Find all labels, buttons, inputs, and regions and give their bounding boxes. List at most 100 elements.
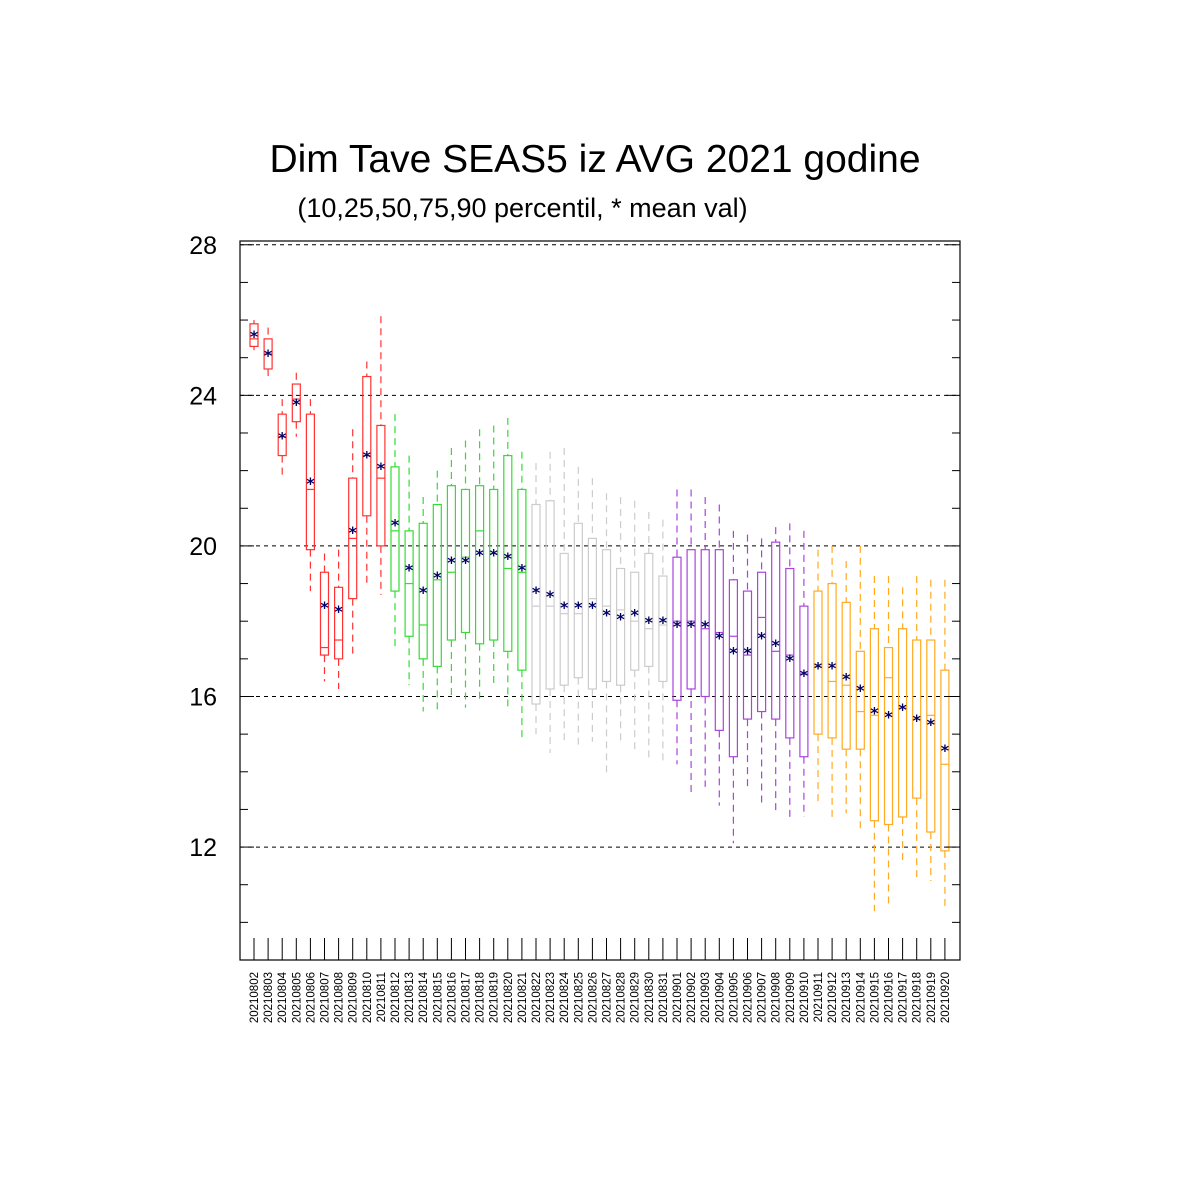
x-tick-label-20210824: 20210824 bbox=[559, 971, 571, 1023]
x-tick-label-20210811: 20210811 bbox=[376, 972, 388, 1022]
mean-marker-20210815: * bbox=[433, 568, 442, 587]
box-20210915 bbox=[869, 576, 880, 912]
mean-marker-20210823: * bbox=[546, 587, 555, 606]
box-20210824 bbox=[559, 448, 569, 746]
box-iqr bbox=[926, 639, 936, 833]
x-tick-label-20210918: 20210918 bbox=[912, 972, 924, 1023]
box-iqr bbox=[587, 537, 598, 690]
box-iqr bbox=[813, 590, 823, 735]
box-plot-series bbox=[249, 316, 950, 912]
plot-frame bbox=[239, 240, 961, 961]
mean-marker-20210806: * bbox=[306, 474, 315, 493]
x-tick-label-20210813: 20210813 bbox=[404, 972, 416, 1023]
box-20210811 bbox=[376, 316, 386, 595]
box-iqr bbox=[869, 628, 880, 822]
box-iqr bbox=[545, 500, 555, 690]
x-tick-label-20210919: 20210919 bbox=[926, 972, 938, 1023]
x-tick-label-20210829: 20210829 bbox=[630, 972, 642, 1023]
box-20210907 bbox=[756, 538, 767, 806]
x-tick-label-20210808: 20210808 bbox=[334, 972, 346, 1023]
box-20210809 bbox=[348, 429, 358, 656]
x-tick-label-20210914: 20210914 bbox=[855, 971, 867, 1023]
x-tick-label-20210809: 20210809 bbox=[348, 972, 360, 1023]
x-tick-label-20210806: 20210806 bbox=[305, 972, 317, 1023]
box-iqr bbox=[756, 571, 767, 713]
x-tick-label-20210822: 20210822 bbox=[531, 972, 543, 1023]
box-iqr bbox=[714, 549, 724, 731]
box-iqr bbox=[799, 605, 809, 758]
x-tick-label-20210905: 20210905 bbox=[728, 972, 740, 1023]
box-20210808 bbox=[334, 549, 344, 689]
box-20210821 bbox=[517, 451, 527, 738]
box-20210902 bbox=[686, 489, 696, 795]
box-iqr bbox=[771, 541, 781, 720]
box-20210908 bbox=[771, 527, 781, 814]
mean-marker-20210919: * bbox=[927, 715, 936, 734]
mean-marker-20210805: * bbox=[292, 395, 301, 414]
mean-marker-20210918: * bbox=[913, 711, 922, 730]
mean-marker-20210810: * bbox=[363, 448, 372, 467]
box-20210910 bbox=[799, 530, 809, 817]
x-tick-label-20210909: 20210909 bbox=[785, 972, 797, 1023]
x-tick-label-20210823: 20210823 bbox=[545, 972, 557, 1023]
box-iqr bbox=[531, 503, 541, 705]
box-20210820 bbox=[503, 417, 513, 712]
box-20210804 bbox=[277, 399, 287, 479]
x-tick-label-20210907: 20210907 bbox=[757, 972, 769, 1023]
mean-marker-20210907: * bbox=[757, 628, 766, 647]
mean-marker-20210824: * bbox=[560, 598, 569, 617]
mean-marker-20210901: * bbox=[673, 617, 682, 636]
x-tick-label-20210911: 20210911 bbox=[813, 972, 825, 1022]
box-20210814 bbox=[418, 496, 428, 712]
box-20210813 bbox=[404, 455, 414, 686]
box-iqr bbox=[883, 646, 894, 826]
mean-marker-20210807: * bbox=[320, 598, 329, 617]
box-iqr bbox=[249, 323, 259, 348]
box-20210803 bbox=[263, 327, 273, 377]
box-iqr bbox=[686, 549, 696, 690]
x-tick-label-20210802: 20210802 bbox=[249, 972, 261, 1023]
x-tick-label-20210912: 20210912 bbox=[827, 972, 839, 1023]
x-tick-label-20210826: 20210826 bbox=[587, 972, 599, 1023]
box-iqr bbox=[601, 549, 612, 683]
x-tick-label-20210825: 20210825 bbox=[573, 972, 585, 1023]
mean-marker-20210825: * bbox=[574, 598, 583, 617]
y-tick-label-20: 20 bbox=[189, 533, 217, 561]
box-iqr bbox=[277, 413, 287, 457]
mean-marker-20210905: * bbox=[729, 643, 738, 662]
mean-marker-20210829: * bbox=[631, 606, 640, 625]
x-tick-label-20210804: 20210804 bbox=[277, 971, 289, 1023]
x-tick-label-20210910: 20210910 bbox=[799, 972, 811, 1023]
box-iqr bbox=[573, 522, 583, 679]
x-tick-label-20210817: 20210817 bbox=[461, 972, 473, 1023]
mean-marker-20210911: * bbox=[814, 658, 823, 677]
box-iqr bbox=[334, 586, 344, 660]
mean-marker-20210811: * bbox=[377, 459, 386, 478]
box-iqr bbox=[319, 571, 330, 656]
mean-marker-20210910: * bbox=[800, 666, 809, 685]
mean-marker-20210826: * bbox=[588, 598, 597, 617]
box-iqr bbox=[489, 488, 499, 641]
box-20210901 bbox=[672, 489, 682, 765]
box-iqr bbox=[644, 552, 654, 667]
box-20210812 bbox=[390, 414, 400, 648]
box-iqr bbox=[390, 466, 400, 592]
mean-marker-20210813: * bbox=[405, 561, 414, 580]
mean-marker-20210827: * bbox=[602, 606, 611, 625]
box-iqr bbox=[559, 552, 569, 686]
x-tick-label-20210904: 20210904 bbox=[714, 971, 726, 1023]
mean-marker-20210814: * bbox=[419, 583, 428, 602]
mean-marker-20210903: * bbox=[701, 617, 710, 636]
mean-marker-20210917: * bbox=[898, 700, 907, 719]
mean-marker-20210822: * bbox=[532, 583, 541, 602]
box-20210828 bbox=[615, 496, 626, 742]
box-20210818 bbox=[475, 429, 485, 701]
x-tick-label-20210901: 20210901 bbox=[672, 972, 684, 1023]
x-tick-label-20210816: 20210816 bbox=[446, 972, 458, 1023]
box-iqr bbox=[728, 579, 739, 758]
mean-marker-20210819: * bbox=[490, 545, 499, 564]
mean-marker-20210904: * bbox=[715, 628, 724, 647]
x-tick-label-20210814: 20210814 bbox=[418, 971, 430, 1023]
box-iqr bbox=[503, 454, 513, 652]
box-20210826 bbox=[587, 478, 598, 742]
